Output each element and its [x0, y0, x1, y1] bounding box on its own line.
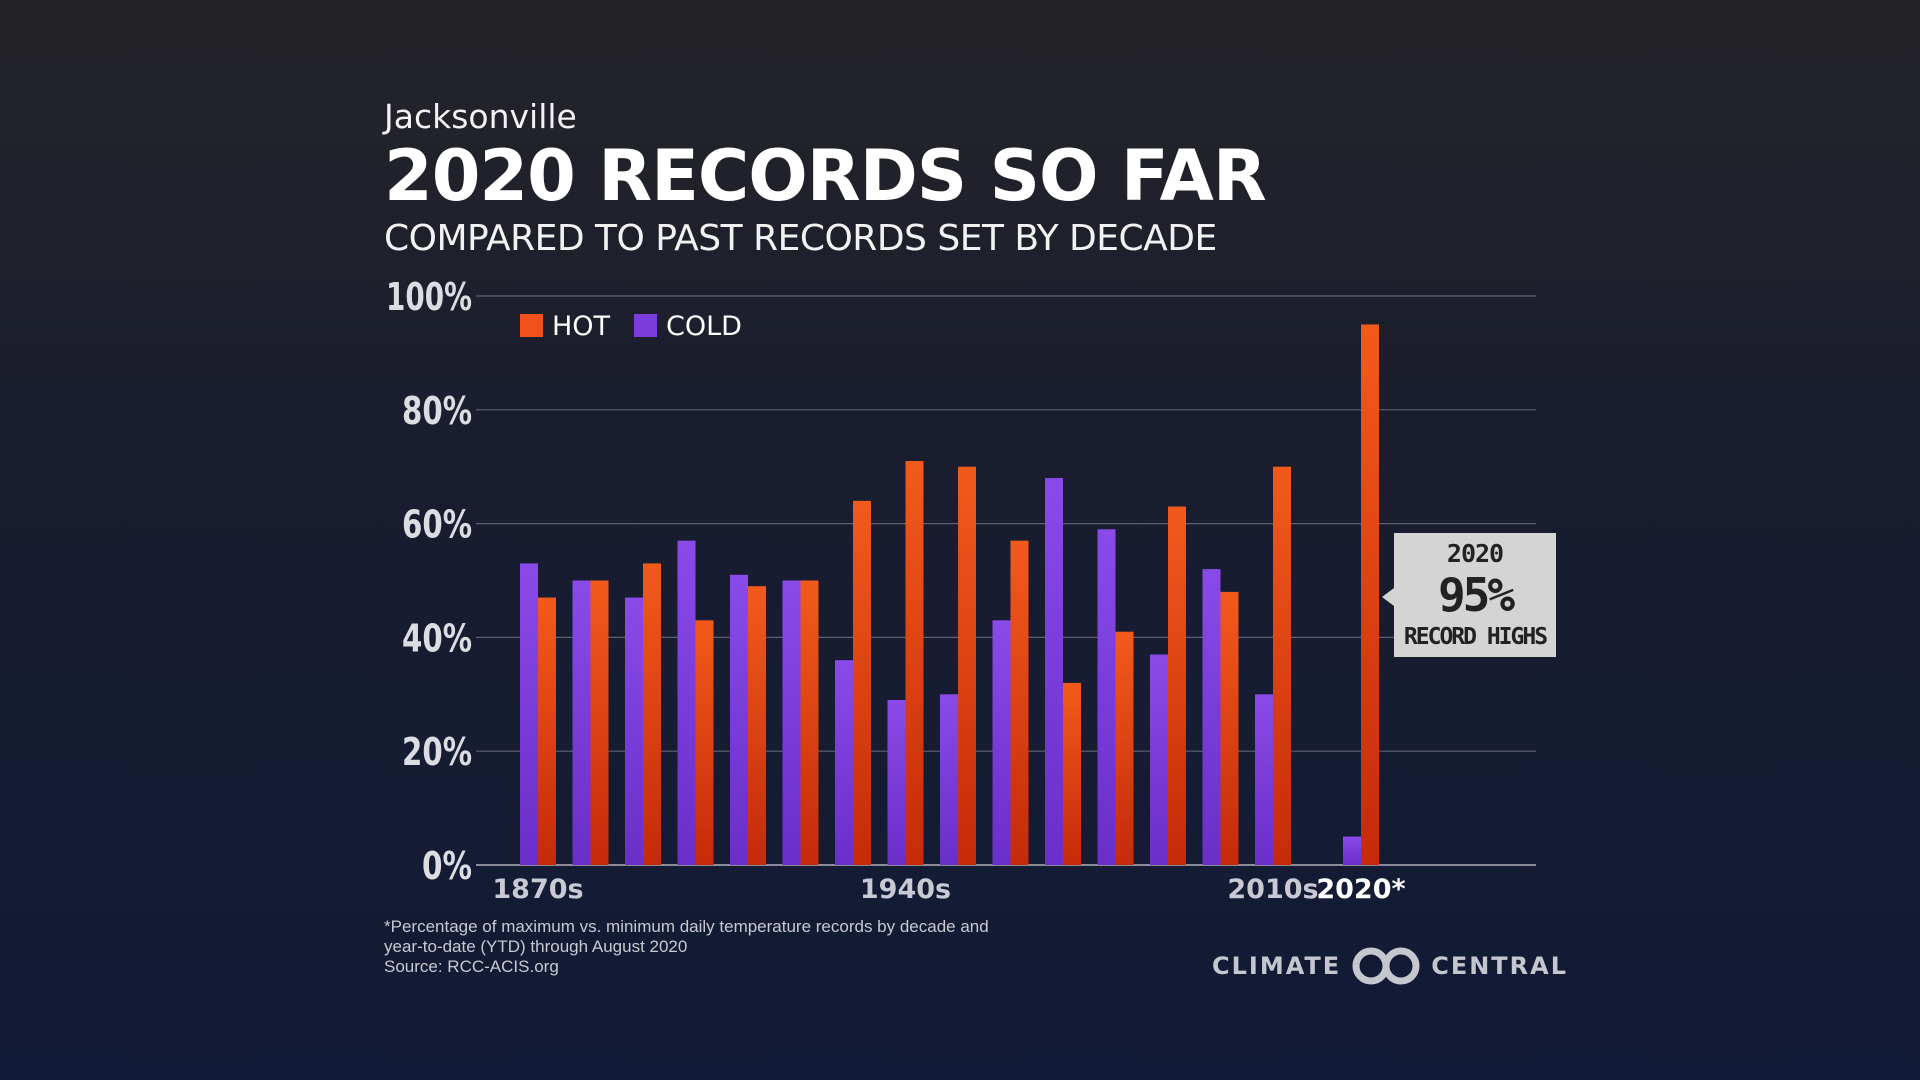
y-tick-label: 80%	[402, 389, 472, 433]
bar-cold	[782, 580, 801, 865]
bar-cold	[677, 540, 696, 865]
callout-label: RECORD HIGHS	[1403, 624, 1548, 650]
footnote: *Percentage of maximum vs. minimum daily…	[384, 917, 1024, 977]
callout-value: 95%	[1437, 568, 1515, 622]
bar-hot	[590, 580, 609, 865]
legend-hot-swatch	[520, 314, 543, 337]
bar-cold	[625, 597, 643, 865]
legend-hot-label: HOT	[552, 311, 611, 342]
bar-cold	[572, 580, 591, 865]
y-tick-label: 40%	[402, 616, 472, 660]
bar-hot	[853, 500, 871, 865]
chart-header: Jacksonville 2020 RECORDS SO FAR COMPARE…	[384, 97, 1267, 259]
bar-cold	[1150, 654, 1168, 865]
legend-cold-swatch	[634, 314, 657, 337]
logo-rings-icon	[1352, 947, 1420, 985]
bar-cold	[1097, 529, 1116, 865]
x-tick-label: 2020*	[1316, 874, 1405, 905]
callout-year: 2020	[1446, 539, 1504, 568]
bar-hot	[1168, 506, 1186, 865]
bar-hot	[643, 563, 661, 865]
city-label: Jacksonville	[384, 97, 577, 136]
y-tick-label: 60%	[402, 503, 472, 547]
x-tick-label: 1870s	[492, 874, 583, 905]
bar-hot	[1361, 324, 1379, 865]
legend: HOT COLD	[520, 311, 742, 342]
bar-hot	[1273, 466, 1291, 865]
bar-hot	[748, 586, 766, 865]
bar-hot	[800, 580, 819, 865]
x-tick-label: 1940s	[860, 874, 951, 905]
chart-title: 2020 RECORDS SO FAR	[384, 135, 1267, 217]
footnote-text: *Percentage of maximum vs. minimum daily…	[384, 917, 989, 956]
annotation-callout: 2020 95% RECORD HIGHS	[1382, 533, 1556, 657]
bar-hot	[538, 597, 556, 865]
bar-hot	[1220, 591, 1239, 865]
bar-hot	[1010, 540, 1029, 865]
bar-cold	[1202, 569, 1221, 865]
climate-central-logo: CLIMATE CENTRAL	[1212, 946, 1568, 986]
bar-cold	[520, 563, 538, 865]
x-tick-label: 2010s	[1227, 874, 1318, 905]
bar-cold	[887, 699, 906, 865]
y-tick-label: 20%	[402, 730, 472, 774]
bar-cold	[1255, 694, 1273, 865]
bar-cold	[1045, 478, 1063, 865]
bar-cold	[992, 620, 1011, 865]
bar-cold	[835, 660, 853, 865]
bar-cold	[940, 694, 958, 865]
chart-subtitle: COMPARED TO PAST RECORDS SET BY DECADE	[384, 218, 1217, 259]
bar-hot	[905, 461, 924, 865]
bar-cold	[730, 574, 748, 865]
logo-text-left: CLIMATE	[1212, 952, 1342, 980]
source-text: Source: RCC-ACIS.org	[384, 957, 559, 976]
logo-text-right: CENTRAL	[1431, 952, 1569, 980]
bar-cold	[1343, 836, 1361, 865]
bar-hot	[695, 620, 714, 865]
legend-cold-label: COLD	[666, 311, 742, 342]
bar-hot	[958, 466, 976, 865]
bar-hot	[1063, 682, 1081, 865]
bar-hot	[1115, 631, 1134, 865]
y-tick-label: 100%	[386, 275, 472, 319]
y-tick-label: 0%	[422, 844, 472, 888]
